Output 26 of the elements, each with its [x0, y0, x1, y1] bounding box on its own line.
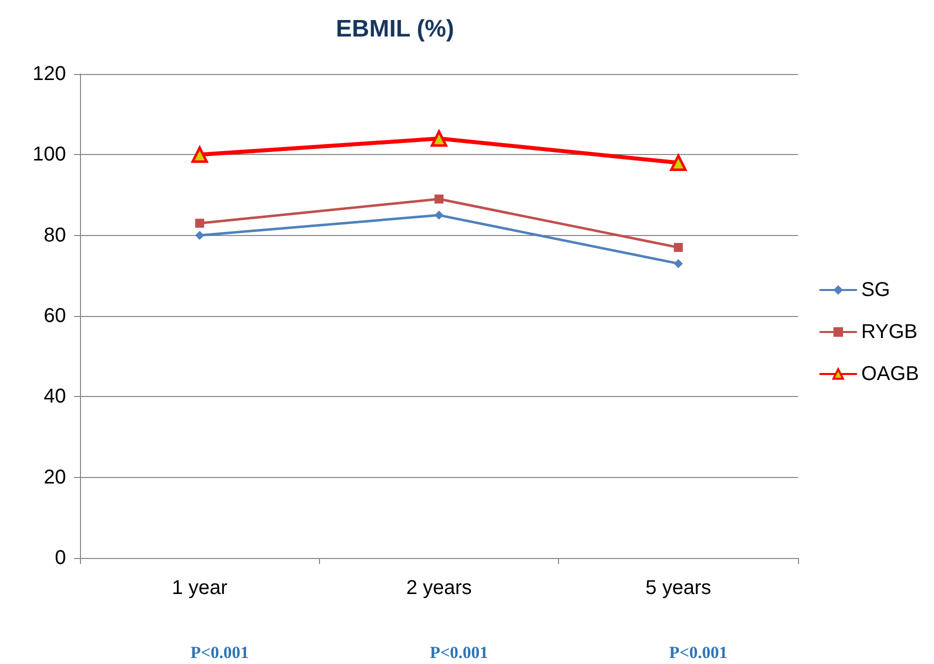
y-tick-label: 40	[44, 386, 66, 408]
legend-label: RYGB	[861, 321, 918, 343]
point	[191, 146, 208, 163]
x-tick-label: 5 years	[646, 577, 712, 599]
point	[674, 259, 683, 268]
point	[195, 230, 204, 240]
chart-title: EBMIL (%)	[336, 16, 454, 42]
point	[195, 218, 204, 228]
y-tick-label: 20	[44, 466, 66, 488]
y-tick-label: 0	[54, 547, 66, 569]
y-tick-label: 80	[44, 224, 66, 246]
legend-label: OAGB	[861, 363, 920, 385]
legend-label: SG	[861, 279, 890, 301]
x-tick-label: 2 years	[406, 577, 472, 599]
text: P<0.001	[190, 643, 249, 662]
text: P<0.001	[669, 643, 728, 662]
y-tick-label: 120	[32, 63, 66, 85]
point	[430, 130, 448, 147]
point	[674, 242, 683, 252]
text: P<0.001	[430, 643, 488, 662]
point	[434, 194, 444, 204]
y-tick-label: 100	[32, 144, 66, 166]
y-tick-label: 60	[44, 305, 66, 327]
point	[434, 210, 444, 220]
x-tick-label: 1 year	[172, 577, 228, 599]
point	[670, 154, 687, 171]
